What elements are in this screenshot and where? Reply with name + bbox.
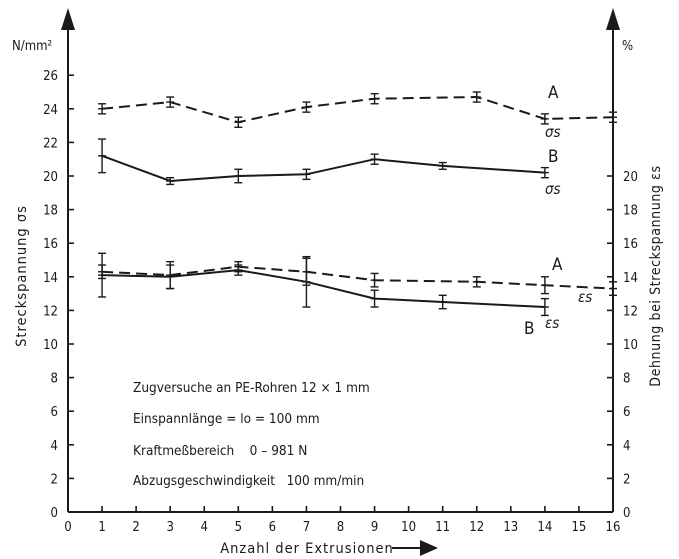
label-eps-B: B (524, 319, 535, 339)
series-1-group (98, 138, 549, 186)
x-tick-label: 16 (606, 520, 621, 535)
label-eps-B-quantity: εs (545, 314, 559, 332)
left-tick-label: 10 (43, 338, 58, 353)
right-tick-label: 12 (623, 304, 638, 319)
x-tick-label: 7 (303, 520, 310, 535)
x-tick-label: 3 (166, 520, 173, 535)
label-sigma-B-quantity: σs (545, 180, 561, 198)
right-tick-label: 8 (623, 372, 630, 387)
test-conditions: Zugversuche an PE-Rohren 12 × 1 mm Einsp… (133, 380, 370, 489)
x-tick-label: 8 (337, 520, 344, 535)
label-sigma-A-quantity: σs (545, 123, 561, 141)
x-tick-label: 6 (269, 520, 276, 535)
label-eps-A: A (552, 255, 563, 275)
right-y-axis-arrow (606, 8, 620, 30)
left-tick-label: 22 (43, 136, 58, 151)
x-tick-label: 14 (537, 520, 552, 535)
annotation-line-3: Kraftmeßbereich 0 – 981 N (133, 443, 307, 459)
right-tick-label: 2 (623, 472, 630, 487)
left-tick-label: 6 (51, 405, 58, 420)
right-tick-label: 20 (623, 170, 638, 185)
right-tick-label: 0 (623, 506, 630, 521)
left-tick-label: 16 (43, 237, 58, 252)
x-tick-label: 5 (235, 520, 242, 535)
x-tick-label: 11 (435, 520, 450, 535)
series-2-line (102, 265, 614, 290)
right-tick-label: 18 (623, 204, 638, 219)
series-0-line (102, 95, 614, 124)
label-sigma-A: A (548, 83, 559, 103)
annotation-line-4: Abzugsgeschwindigkeit 100 mm/min (133, 473, 364, 489)
right-tick-label: 14 (623, 271, 638, 286)
left-tick-label: 8 (51, 372, 58, 387)
left-y-axis-arrow (61, 8, 75, 30)
left-tick-label: 2 (51, 472, 58, 487)
left-tick-label: 4 (51, 439, 58, 454)
left-tick-label: 26 (43, 69, 58, 84)
x-tick-label: 4 (201, 520, 208, 535)
x-axis-title: Anzahl der Extrusionen (220, 541, 394, 557)
x-tick-label: 0 (64, 520, 71, 535)
series-layer (98, 91, 617, 317)
left-tick-label: 12 (43, 304, 58, 319)
x-tick-label: 9 (371, 520, 378, 535)
series-0-group (98, 91, 617, 128)
x-tick-label: 12 (469, 520, 484, 535)
right-tick-label: 16 (623, 237, 638, 252)
x-tick-label: 1 (98, 520, 105, 535)
right-axis-title: Dehnung bei Streckspannung εs (648, 165, 664, 386)
left-tick-label: 20 (43, 170, 58, 185)
right-axis-unit: % (622, 39, 633, 54)
x-tick-label: 15 (571, 520, 586, 535)
x-tick-label: 10 (401, 520, 416, 535)
left-tick-label: 14 (43, 271, 58, 286)
annotation-line-1: Zugversuche an PE-Rohren 12 × 1 mm (133, 380, 370, 396)
left-axis-unit: N/mm² (12, 39, 52, 54)
left-axis-title: Streckspannung σs (14, 205, 30, 347)
x-axis-title-group: Anzahl der Extrusionen (220, 540, 438, 557)
right-tick-label: 10 (623, 338, 638, 353)
left-tick-label: 18 (43, 204, 58, 219)
right-tick-label: 4 (623, 439, 630, 454)
x-tick-label: 2 (132, 520, 139, 535)
left-tick-label: 24 (43, 103, 58, 118)
x-tick-label: 13 (503, 520, 518, 535)
right-tick-label: 6 (623, 405, 630, 420)
right-y-ticks: 0 2 4 6 8 10 12 14 16 18 20 (607, 170, 638, 521)
series-3-group (98, 252, 549, 317)
label-sigma-B: B (548, 147, 559, 167)
x-ticks: 0 1 2 3 4 5 6 7 8 9 10 11 12 13 14 15 16 (64, 506, 620, 535)
left-tick-label: 0 (51, 506, 58, 521)
label-eps-A-quantity: εs (578, 288, 592, 306)
annotation-line-2: Einspannlänge = lo = 100 mm (133, 411, 320, 427)
